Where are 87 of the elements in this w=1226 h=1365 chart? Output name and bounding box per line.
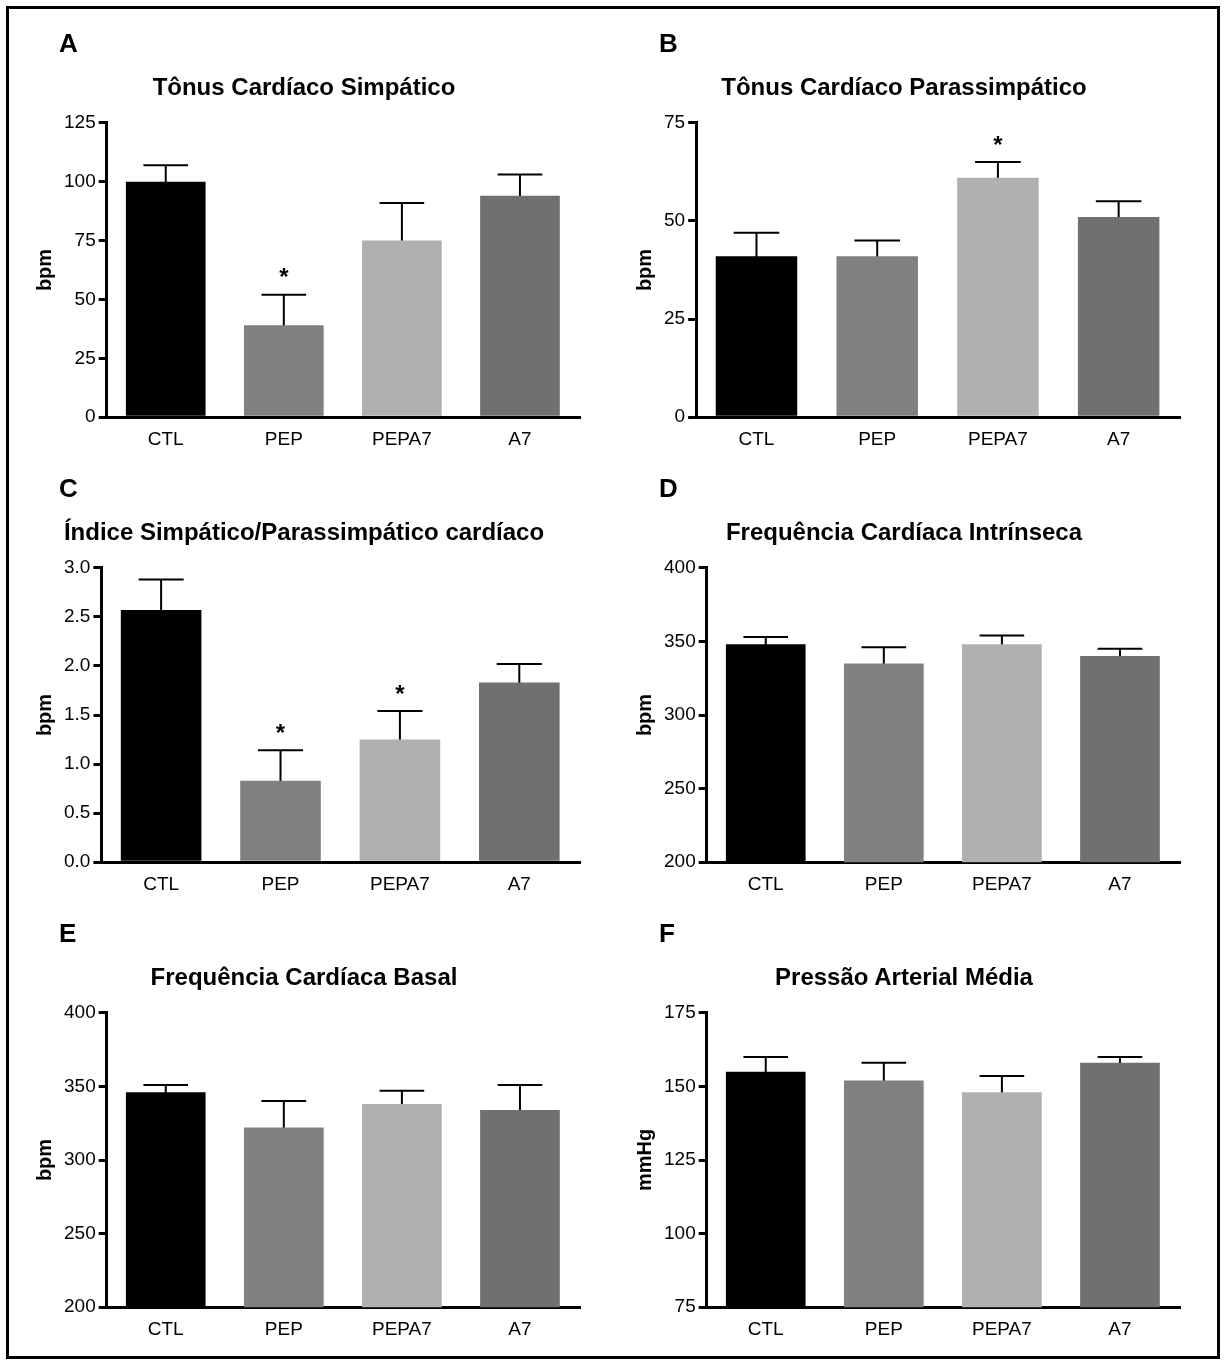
bar — [479, 682, 560, 861]
y-tick-label: 0.0 — [63, 850, 91, 872]
y-tick-label: 200 — [664, 850, 696, 872]
x-tick-label: PEPA7 — [971, 872, 1032, 894]
x-tick-label: PEPA7 — [369, 872, 430, 894]
x-tick-label: A7 — [508, 1317, 532, 1339]
y-tick-label: 250 — [64, 1221, 96, 1243]
text: D — [659, 473, 678, 504]
x-tick-label: CTL — [147, 1317, 184, 1339]
text: E — [59, 918, 77, 949]
x-tick-label: CTL — [143, 872, 180, 894]
y-tick-label: 150 — [664, 1074, 696, 1096]
x-tick-label: PEPA7 — [371, 427, 432, 449]
data-label: * — [275, 718, 286, 746]
bar — [1077, 217, 1160, 416]
y-tick-label: 1.5 — [63, 703, 91, 725]
y-tick-label: 25 — [663, 307, 686, 329]
y-tick-label: 2.0 — [63, 654, 91, 676]
chart-title: Frequência Cardíaca Basal — [150, 963, 458, 991]
x-tick-label: CTL — [147, 427, 184, 449]
text: F — [659, 918, 675, 949]
x-tick-label: A7 — [1108, 1317, 1132, 1339]
y-tick-label: 200 — [64, 1295, 96, 1317]
y-tick-label: 100 — [664, 1221, 696, 1243]
x-tick-label: PEPA7 — [971, 1317, 1032, 1339]
y-tick-label: 400 — [664, 556, 696, 578]
chart-title: Tônus Cardíaco Simpático — [152, 73, 456, 101]
data-label: * — [395, 679, 406, 707]
chart-title: Pressão Arterial Média — [775, 963, 1034, 991]
y-tick-label: 350 — [64, 1074, 96, 1096]
chart-title: Frequência Cardíaca Intrínseca — [725, 518, 1083, 546]
bar — [480, 195, 560, 416]
y-tick-label: 25 — [74, 346, 96, 368]
y-tick-label: 75 — [663, 111, 686, 133]
bar — [359, 739, 441, 861]
x-tick-label: CTL — [747, 1317, 784, 1339]
y-tick-label: 250 — [664, 776, 696, 798]
y-axis-title: mmHg — [632, 1128, 655, 1192]
x-tick-label: PEP — [864, 1317, 903, 1339]
x-tick-label: A7 — [1107, 427, 1131, 449]
x-tick-label: CTL — [738, 427, 775, 449]
text: B — [659, 28, 678, 59]
y-axis-title: bpm — [32, 1138, 55, 1182]
y-axis-title: bpm — [632, 693, 655, 737]
bar — [362, 240, 442, 416]
x-tick-label: CTL — [747, 872, 784, 894]
x-tick-label: PEP — [264, 427, 303, 449]
y-axis-title: bpm — [32, 693, 55, 737]
y-tick-label: 125 — [64, 111, 96, 133]
y-tick-label: 0 — [674, 405, 686, 427]
y-tick-label: 1.0 — [63, 752, 91, 774]
y-tick-label: 75 — [674, 1295, 696, 1317]
bar — [243, 325, 324, 416]
y-axis-title: bpm — [632, 248, 655, 292]
y-tick-label: 400 — [64, 1001, 96, 1023]
y-axis-title: bpm — [32, 248, 55, 292]
y-tick-label: 2.5 — [63, 605, 91, 627]
x-tick-label: PEP — [858, 427, 897, 449]
bar — [240, 780, 321, 861]
y-tick-label: 0.5 — [63, 801, 91, 823]
chart-title: Tônus Cardíaco Parassimpático — [721, 73, 1087, 101]
y-tick-label: 100 — [64, 169, 96, 191]
y-tick-label: 300 — [664, 703, 696, 725]
x-tick-label: PEP — [864, 872, 903, 894]
text: C — [59, 473, 78, 504]
bar — [957, 177, 1039, 416]
y-tick-label: 3.0 — [63, 556, 91, 578]
data-label: * — [279, 263, 290, 291]
text: A — [59, 28, 78, 59]
x-tick-label: A7 — [508, 427, 532, 449]
x-tick-label: PEPA7 — [968, 427, 1028, 449]
x-tick-label: PEPA7 — [371, 1317, 432, 1339]
x-tick-label: A7 — [507, 872, 531, 894]
bar — [836, 256, 918, 416]
data-label: * — [993, 130, 1004, 158]
y-tick-label: 75 — [74, 228, 96, 250]
y-tick-label: 50 — [663, 209, 686, 231]
x-tick-label: PEP — [261, 872, 300, 894]
x-tick-label: A7 — [1108, 872, 1132, 894]
y-tick-label: 0 — [85, 405, 96, 427]
y-tick-label: 50 — [74, 287, 96, 309]
y-tick-label: 350 — [664, 629, 696, 651]
x-tick-label: PEP — [264, 1317, 303, 1339]
y-tick-label: 125 — [664, 1148, 696, 1170]
y-tick-label: 300 — [64, 1148, 96, 1170]
chart-title: Índice Simpático/Parassimpático cardíaco — [63, 518, 545, 546]
y-tick-label: 175 — [664, 1001, 696, 1023]
